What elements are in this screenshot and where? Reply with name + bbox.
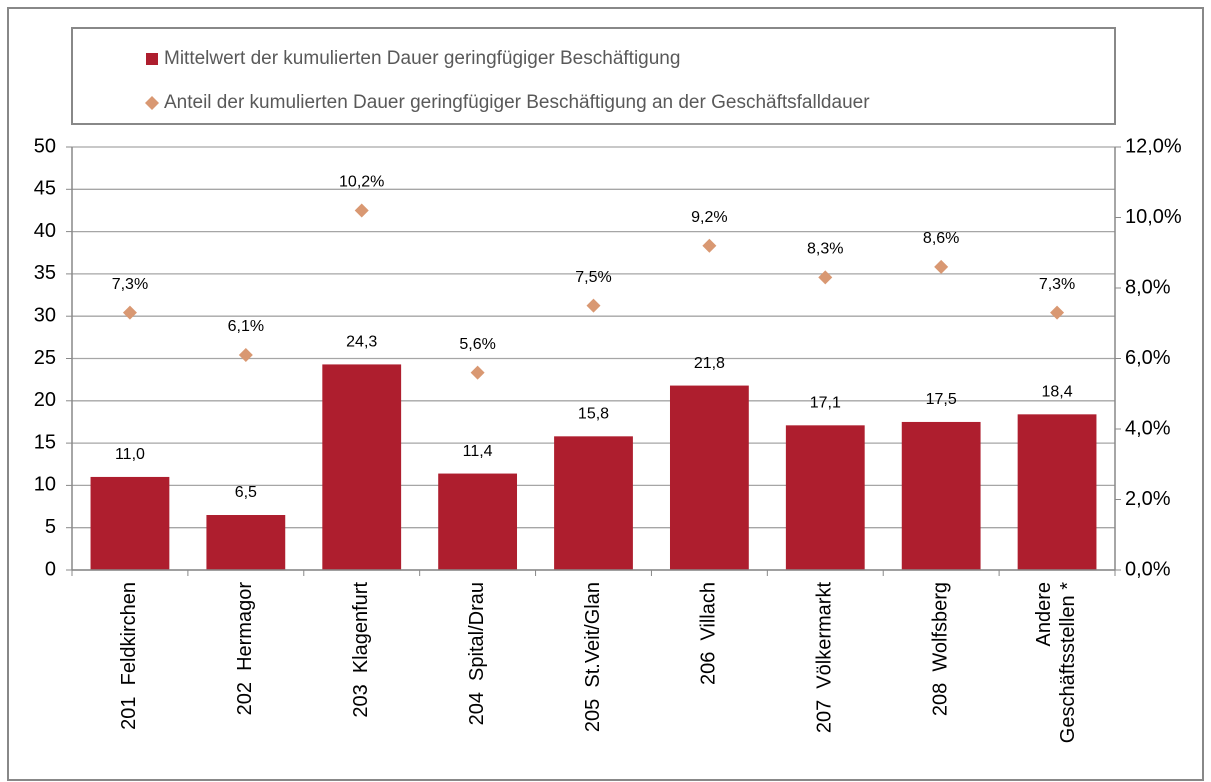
y-tick-label: 10 (34, 474, 56, 496)
data-label: 18,4 (1041, 384, 1072, 401)
x-tick-label: Andere Geschäftsstellen * (1033, 582, 1079, 743)
diamond-marker (818, 270, 833, 285)
y2-tick-label: 4,0% (1125, 417, 1171, 439)
bar (901, 421, 981, 570)
bar (1017, 414, 1097, 570)
y2-tick-label: 6,0% (1125, 347, 1171, 369)
bar (322, 364, 402, 570)
x-tick-label: 203 Klagenfurt (350, 582, 372, 718)
x-tick-label: 206 Villach (698, 582, 720, 685)
x-tick-label: 205 St.Veit/Glan (582, 582, 604, 732)
y-tick-label: 25 (34, 347, 56, 369)
diamond-marker (702, 238, 717, 253)
chart-border (7, 7, 1204, 781)
data-label: 8,6% (923, 230, 959, 247)
x-tick-label: 201 Feldkirchen (118, 582, 140, 730)
legend-marker (145, 96, 159, 110)
data-label: 11,0 (115, 446, 145, 463)
legend-label: Mittelwert der kumulierten Dauer geringf… (164, 48, 680, 69)
x-tick-label: 207 Völkermarkt (814, 582, 836, 734)
bar (206, 515, 286, 570)
y-tick-label: 30 (34, 304, 56, 326)
x-tick-label: 208 Wolfsberg (929, 582, 951, 716)
y-tick-label: 50 (34, 135, 56, 157)
data-label: 15,8 (578, 406, 609, 423)
bar (438, 473, 518, 570)
legend-label: Anteil der kumulierten Dauer geringfügig… (164, 92, 870, 113)
diamond-marker (354, 203, 369, 218)
data-label: 5,6% (459, 336, 495, 353)
y2-tick-label: 10,0% (1125, 206, 1182, 228)
x-tick-label: 204 Spital/Drau (466, 582, 488, 725)
data-label: 7,3% (1039, 276, 1075, 293)
data-label: 6,5 (235, 484, 257, 501)
bar (669, 385, 749, 570)
diamond-marker (122, 305, 137, 320)
y-tick-label: 35 (34, 262, 56, 284)
data-label: 7,3% (112, 276, 148, 293)
diamond-marker (586, 298, 601, 313)
bar (554, 436, 633, 570)
y2-tick-label: 2,0% (1125, 488, 1171, 510)
y-tick-label: 5 (45, 516, 56, 538)
diamond-marker (470, 365, 485, 380)
x-tick-label: 202 Hermagor (234, 582, 256, 716)
diamond-marker (1050, 305, 1065, 320)
y-tick-label: 15 (34, 431, 56, 453)
data-label: 9,2% (691, 209, 727, 226)
y-tick-label: 45 (34, 178, 56, 200)
y2-tick-label: 12,0% (1125, 135, 1182, 157)
legend-marker (146, 53, 158, 65)
data-label: 6,1% (228, 318, 264, 335)
data-label: 24,3 (346, 334, 377, 351)
legend-box (71, 27, 1116, 125)
data-label: 21,8 (694, 355, 725, 372)
data-label: 11,4 (463, 443, 493, 460)
y2-tick-label: 8,0% (1125, 276, 1171, 298)
data-label: 7,5% (575, 269, 611, 286)
data-label: 17,1 (810, 395, 841, 412)
data-label: 8,3% (807, 241, 843, 258)
bar (785, 425, 865, 570)
y2-tick-label: 0,0% (1125, 558, 1171, 580)
y-tick-label: 40 (34, 220, 56, 242)
y-tick-label: 0 (45, 558, 56, 580)
diamond-marker (238, 347, 253, 362)
diamond-marker (934, 259, 949, 274)
y-tick-label: 20 (34, 389, 56, 411)
data-label: 17,5 (926, 391, 957, 408)
data-label: 10,2% (339, 174, 384, 191)
bar (90, 476, 170, 570)
